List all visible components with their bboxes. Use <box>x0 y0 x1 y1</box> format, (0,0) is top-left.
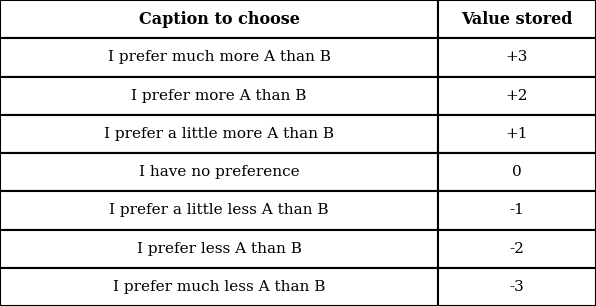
Text: I prefer much more A than B: I prefer much more A than B <box>108 50 330 64</box>
Text: Caption to choose: Caption to choose <box>139 11 299 28</box>
Bar <box>0 153 438 191</box>
Bar <box>0 191 438 230</box>
Bar <box>438 76 596 115</box>
Text: -1: -1 <box>510 203 524 217</box>
Text: I prefer more A than B: I prefer more A than B <box>131 89 307 103</box>
Bar <box>438 38 596 76</box>
Bar <box>438 0 596 38</box>
Text: -2: -2 <box>510 242 524 256</box>
Text: -3: -3 <box>510 280 524 294</box>
Text: I prefer a little more A than B: I prefer a little more A than B <box>104 127 334 141</box>
Text: +1: +1 <box>506 127 528 141</box>
Text: +3: +3 <box>506 50 528 64</box>
Bar <box>438 115 596 153</box>
Bar <box>438 230 596 268</box>
Bar <box>438 191 596 230</box>
Text: 0: 0 <box>512 165 522 179</box>
Bar <box>0 268 438 306</box>
Text: I prefer a little less A than B: I prefer a little less A than B <box>109 203 329 217</box>
Bar <box>0 38 438 76</box>
Bar <box>438 153 596 191</box>
Text: I prefer much less A than B: I prefer much less A than B <box>113 280 325 294</box>
Bar <box>0 115 438 153</box>
Text: I have no preference: I have no preference <box>139 165 299 179</box>
Bar <box>0 76 438 115</box>
Text: +2: +2 <box>506 89 528 103</box>
Bar <box>0 0 438 38</box>
Text: I prefer less A than B: I prefer less A than B <box>136 242 302 256</box>
Text: Value stored: Value stored <box>461 11 573 28</box>
Bar <box>438 268 596 306</box>
Bar <box>0 230 438 268</box>
